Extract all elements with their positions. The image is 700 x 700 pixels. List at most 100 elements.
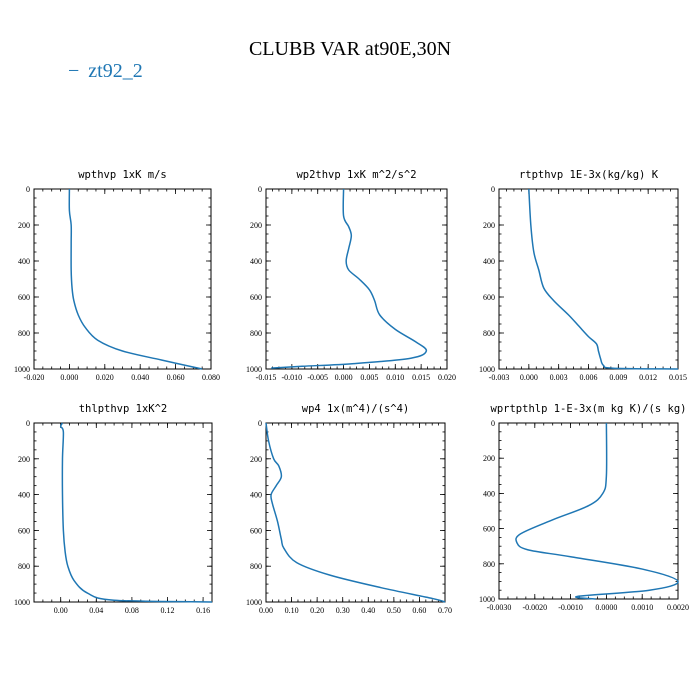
x-tick-label: 0.20: [310, 606, 324, 615]
x-tick-label: 0.000: [520, 373, 538, 382]
x-tick-label: 0.012: [639, 373, 657, 382]
x-tick-label: 0.060: [167, 373, 185, 382]
plot-frame: [33, 422, 213, 603]
x-tick-label: 0.040: [131, 373, 149, 382]
x-tick-label: 0.0010: [631, 603, 653, 612]
x-tick-label: -0.0030: [487, 603, 512, 612]
y-tick-label: 400: [483, 489, 495, 498]
y-tick-label: 0: [491, 185, 495, 194]
y-tick-label: 200: [250, 455, 262, 464]
legend: − zt92_2: [68, 60, 143, 82]
x-tick-label: 0.009: [609, 373, 627, 382]
series-line: [68, 188, 203, 370]
x-tick-label: 0.006: [580, 373, 598, 382]
y-tick-label: 200: [483, 454, 495, 463]
y-tick-label: 600: [483, 293, 495, 302]
x-tick-label: 0.70: [438, 606, 452, 615]
x-tick-label: 0.50: [387, 606, 401, 615]
series-line: [265, 422, 446, 603]
x-tick-label: 0.0020: [667, 603, 689, 612]
legend-marker: −: [68, 60, 79, 82]
y-tick-label: 400: [18, 257, 30, 266]
y-tick-label: 1000: [479, 365, 495, 374]
panel-4: thlpthvp 1xK^2 0.00 0.04 0.08 0.12 0.16 0 200 40…: [14, 403, 213, 615]
series-line: [59, 422, 213, 603]
x-tick-label: 0.010: [386, 373, 404, 382]
y-tick-label: 600: [250, 526, 262, 535]
panel-6: wprtpthlp 1-E-3x(m kg K)/(s kg) -0.0030 -0…: [479, 403, 689, 612]
y-tick-label: 1000: [246, 598, 262, 607]
x-tick-label: 0.015: [669, 373, 687, 382]
svg-text:− zt92_2: − zt92_2: [68, 60, 143, 82]
y-tick-label: 0: [26, 419, 30, 428]
x-tick-label: 0.12: [161, 606, 175, 615]
x-tick-label: 0.020: [96, 373, 114, 382]
y-tick-label: 600: [250, 293, 262, 302]
x-tick-label: 0.60: [412, 606, 426, 615]
panel-title: wprtpthlp 1-E-3x(m kg K)/(s kg): [491, 403, 687, 415]
x-tick-label: 0.0000: [595, 603, 617, 612]
panel-5: wp4 1x(m^4)/(s^4) 0.00 0.10 0.20 0.30 0.40 0.5…: [246, 403, 452, 615]
y-tick-label: 400: [483, 257, 495, 266]
x-tick-label: -0.0010: [558, 603, 583, 612]
panel-title: thlpthvp 1xK^2: [79, 403, 168, 415]
y-tick-label: 200: [18, 221, 30, 230]
panel-title: rtpthvp 1E-3x(kg/kg) K: [519, 169, 659, 181]
x-tick-label: 0.40: [361, 606, 375, 615]
y-tick-label: 400: [250, 491, 262, 500]
x-tick-label: 0.04: [89, 606, 103, 615]
y-tick-label: 800: [483, 329, 495, 338]
x-tick-label: 0.000: [335, 373, 353, 382]
series-line: [515, 422, 679, 600]
y-tick-label: 800: [18, 329, 30, 338]
plot-frame: [498, 188, 679, 370]
y-tick-label: 0: [26, 185, 30, 194]
plot-frame: [265, 188, 448, 370]
x-tick-label: 0.16: [196, 606, 210, 615]
plot-frame: [265, 422, 446, 603]
panel-title: wp2thvp 1xK m^2/s^2: [296, 169, 416, 181]
y-tick-label: 800: [250, 562, 262, 571]
x-tick-label: 0.005: [360, 373, 378, 382]
x-tick-label: 0.00: [259, 606, 273, 615]
main-title: CLUBB VAR at90E,30N: [249, 38, 451, 60]
x-tick-label: -0.0020: [522, 603, 547, 612]
x-tick-label: -0.010: [282, 373, 303, 382]
plot-frame: [33, 188, 212, 370]
x-tick-label: -0.020: [24, 373, 45, 382]
panel-3: rtpthvp 1E-3x(kg/kg) K -0.003 0.000 0.003 0.…: [479, 169, 687, 382]
x-tick-label: 0.020: [438, 373, 456, 382]
y-tick-label: 800: [250, 329, 262, 338]
y-tick-label: 0: [258, 185, 262, 194]
y-tick-label: 400: [18, 491, 30, 500]
x-tick-label: 0.10: [285, 606, 299, 615]
panel-title: wpthvp 1xK m/s: [78, 169, 167, 181]
x-tick-label: 0.000: [60, 373, 78, 382]
y-tick-label: 200: [483, 221, 495, 230]
y-tick-label: 1000: [479, 595, 495, 604]
panel-2: wp2thvp 1xK m^2/s^2 -0.015 -0.010 -0.005 0.0…: [246, 169, 456, 382]
y-tick-label: 0: [491, 419, 495, 428]
y-tick-label: 800: [483, 560, 495, 569]
y-tick-label: 400: [250, 257, 262, 266]
y-tick-label: 800: [18, 562, 30, 571]
x-tick-label: 0.30: [336, 606, 350, 615]
y-tick-label: 0: [258, 419, 262, 428]
x-tick-label: 0.015: [412, 373, 430, 382]
x-tick-label: -0.005: [307, 373, 328, 382]
series-line: [271, 188, 428, 369]
y-tick-label: 1000: [14, 365, 30, 374]
x-tick-label: 0.08: [125, 606, 139, 615]
y-tick-label: 200: [18, 455, 30, 464]
x-tick-label: -0.015: [256, 373, 277, 382]
y-tick-label: 200: [250, 221, 262, 230]
y-tick-label: 600: [18, 526, 30, 535]
x-tick-label: 0.080: [202, 373, 220, 382]
plot-frame: [498, 422, 679, 600]
y-tick-label: 600: [18, 293, 30, 302]
y-tick-label: 1000: [246, 365, 262, 374]
legend-label: zt92_2: [88, 60, 142, 82]
y-tick-label: 1000: [14, 598, 30, 607]
x-tick-label: 0.00: [54, 606, 68, 615]
